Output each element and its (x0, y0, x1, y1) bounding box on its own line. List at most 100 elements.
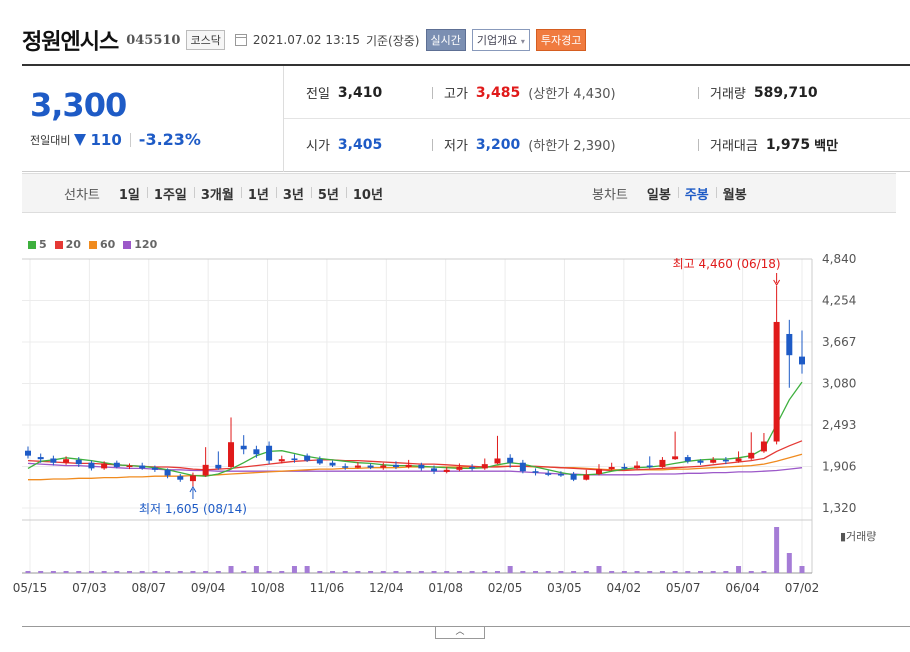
volume-bar (190, 571, 196, 573)
volume-bar (63, 571, 69, 573)
stock-name: 정원엔시스 (22, 30, 119, 55)
legend-ma120: 120 (123, 238, 157, 251)
period-1y[interactable]: 1년 (240, 184, 276, 203)
market-badge: 코스닥 (186, 30, 225, 50)
candle-body (215, 464, 222, 469)
line-chart-label: 선차트 (64, 187, 100, 203)
x-tick-label: 05/15 (13, 581, 48, 595)
candle-body (392, 464, 399, 467)
candle-body (481, 464, 488, 469)
realtime-button[interactable]: 실시간 (425, 29, 466, 51)
volume-bar (253, 566, 259, 573)
volume-bar (127, 571, 133, 573)
volume-bar (266, 571, 272, 573)
x-tick-label: 04/02 (607, 581, 642, 595)
prev-close-cell: 전일 3,410 (306, 83, 382, 103)
quote-datetime: 2021.07.02 13:15 (252, 33, 360, 47)
candle-body (37, 457, 44, 460)
candle-body (228, 442, 235, 467)
candle-body (75, 459, 82, 465)
volume-bar (621, 571, 627, 573)
low-cell: 저가 3,200 (하한가 2,390) (444, 135, 616, 155)
header-divider (22, 64, 910, 66)
volume-bar (165, 571, 171, 573)
volume-bar (659, 571, 665, 573)
upper-limit: (상한가 4,430) (528, 87, 616, 102)
current-price-box: 3,300 전일대비 110 -3.23% (22, 66, 284, 172)
legend-swatch (123, 241, 132, 249)
candle-monthly[interactable]: 월봉 (715, 184, 754, 203)
candle-body (608, 466, 615, 470)
legend-ma5: 5 (28, 238, 47, 251)
volume-bar (697, 571, 703, 573)
candle-body (418, 464, 425, 469)
candle-body (189, 475, 196, 482)
volume-bar (710, 571, 716, 573)
volume-bar (393, 571, 399, 573)
x-tick-label: 06/04 (725, 581, 760, 595)
candle-body (469, 466, 476, 469)
candle-body (773, 321, 780, 442)
candle-body (202, 464, 209, 476)
collapse-chart-button[interactable]: ︿ (435, 627, 485, 639)
volume-bar (88, 571, 94, 573)
candle-body (88, 462, 95, 469)
period-5y[interactable]: 5년 (310, 184, 346, 203)
amount-cell: 거래대금 1,975 백만 (710, 135, 839, 155)
volume-value: 589,710 (753, 84, 818, 101)
period-10y[interactable]: 10년 (345, 184, 390, 203)
period-1w[interactable]: 1주일 (146, 184, 194, 203)
volume-bar (76, 571, 82, 573)
candle-body (507, 457, 514, 463)
period-3y[interactable]: 3년 (275, 184, 311, 203)
x-tick-label: 10/08 (250, 581, 285, 595)
y-tick-label: 4,840 (822, 252, 856, 266)
volume-bar (533, 571, 539, 573)
volume-bar (761, 571, 767, 573)
candle-body (342, 466, 349, 468)
candle-daily[interactable]: 일봉 (646, 187, 671, 203)
volume-bar (444, 571, 450, 573)
x-tick-label: 08/07 (131, 581, 166, 595)
candle-body (291, 458, 298, 460)
volume-bar (114, 571, 120, 573)
volume-bar (304, 566, 310, 573)
candle-body (431, 468, 438, 472)
low-arrow-head (189, 486, 197, 493)
volume-bar (317, 571, 323, 573)
period-3m[interactable]: 3개월 (193, 184, 241, 203)
volume-bar (672, 571, 678, 573)
cell-divider (432, 87, 433, 99)
volume-bar (152, 571, 158, 573)
open-value: 3,405 (337, 136, 383, 153)
investment-warning-badge[interactable]: 투자경고 (535, 29, 587, 51)
volume-bar (634, 571, 640, 573)
stock-code: 045510 (126, 32, 181, 48)
candle-body (722, 459, 729, 462)
candle-body (456, 466, 463, 470)
open-cell: 시가 3,405 (306, 135, 383, 155)
candle-body (354, 465, 361, 468)
candle-body (50, 458, 57, 463)
volume-bar (748, 571, 754, 573)
y-tick-label: 1,320 (822, 501, 856, 515)
high-value: 3,485 (475, 84, 521, 101)
period-1d[interactable]: 1일 (118, 187, 140, 203)
volume-bar (774, 527, 780, 573)
open-label: 시가 (306, 139, 330, 154)
candle-weekly[interactable]: 주봉 (677, 184, 716, 203)
legend-ma20: 20 (54, 238, 81, 251)
corp-overview-dropdown[interactable]: 기업개요 ▾ (471, 29, 530, 51)
candle-body (63, 459, 70, 463)
candle-body (786, 333, 793, 356)
legend-swatch (28, 241, 36, 249)
amount-unit: 백만 (814, 139, 839, 154)
low-annotation: 최저 1,605 (08/14) (139, 502, 247, 516)
change-separator (129, 132, 131, 147)
candle-body (557, 474, 564, 476)
candle-body (748, 452, 755, 459)
volume-bar (406, 571, 412, 573)
volume-bar (203, 571, 209, 573)
chevron-up-icon: ︿ (455, 627, 465, 637)
